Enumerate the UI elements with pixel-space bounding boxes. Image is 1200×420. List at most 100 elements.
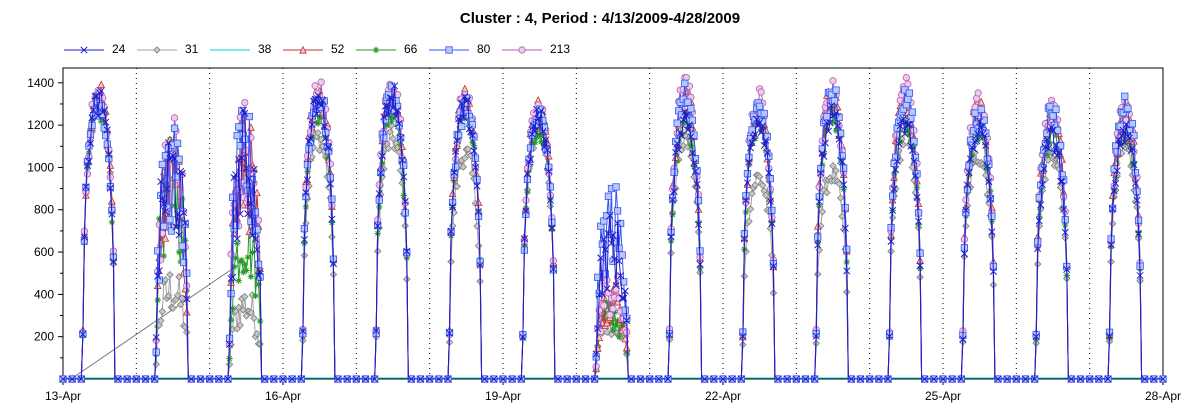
point [1131, 179, 1140, 187]
point [178, 294, 186, 302]
point [481, 375, 489, 383]
point [655, 375, 663, 383]
point [1055, 148, 1063, 156]
point [554, 375, 562, 383]
point [602, 309, 609, 317]
point [1052, 154, 1060, 163]
point [601, 270, 609, 278]
point [748, 126, 756, 134]
point [621, 306, 629, 314]
point [374, 222, 382, 230]
point [1130, 131, 1138, 140]
point [600, 314, 608, 321]
point [114, 375, 122, 383]
point [375, 190, 383, 198]
point [1060, 205, 1068, 213]
point [157, 317, 165, 325]
point [522, 207, 530, 215]
point [543, 146, 551, 154]
point [389, 104, 397, 112]
point [523, 170, 531, 178]
legend-label: 24 [112, 42, 126, 56]
point [546, 183, 554, 191]
point [1133, 187, 1141, 195]
point [691, 167, 700, 175]
point [100, 106, 108, 114]
point [236, 142, 244, 150]
point [459, 113, 467, 121]
chart-title: Cluster : 4, Period : 4/13/2009-4/28/200… [459, 10, 741, 27]
point [476, 261, 484, 269]
point [977, 105, 985, 114]
point [444, 375, 452, 383]
point [1104, 375, 1112, 383]
y-tick-label: 800 [34, 203, 54, 217]
point [866, 375, 874, 383]
point [468, 169, 477, 177]
point [1035, 217, 1043, 225]
point [756, 102, 764, 110]
point [229, 273, 237, 281]
point [166, 215, 174, 224]
point [303, 152, 312, 160]
point [187, 375, 195, 383]
point [684, 126, 692, 134]
point [163, 185, 171, 193]
point [464, 96, 472, 104]
point [966, 155, 975, 163]
point [813, 270, 822, 278]
point [667, 233, 675, 241]
point [762, 191, 770, 200]
point [224, 375, 232, 383]
point [1031, 375, 1039, 383]
point [317, 114, 325, 122]
point [622, 343, 631, 352]
point [105, 150, 113, 159]
point [819, 161, 826, 169]
point [59, 375, 67, 383]
point [701, 375, 709, 383]
point [389, 134, 397, 143]
point [546, 196, 554, 204]
point [615, 333, 623, 341]
point [614, 317, 621, 324]
point [765, 169, 773, 177]
point [907, 142, 915, 150]
point [875, 375, 883, 383]
point [352, 375, 360, 383]
point [445, 329, 454, 337]
point [164, 292, 173, 300]
point [160, 222, 168, 231]
annotation-line [70, 264, 239, 380]
point [751, 130, 759, 139]
point [1035, 194, 1043, 202]
point [469, 139, 476, 146]
point [836, 194, 845, 202]
point [609, 305, 617, 313]
point [325, 144, 333, 152]
point [1113, 167, 1121, 175]
point [792, 375, 800, 383]
point [612, 183, 620, 191]
point [227, 316, 235, 324]
point [611, 308, 618, 316]
point [256, 267, 264, 275]
point [172, 223, 180, 231]
point [91, 92, 99, 100]
point [617, 272, 625, 280]
point [178, 242, 186, 250]
point [100, 124, 108, 132]
point [241, 109, 249, 117]
point [102, 131, 110, 140]
point [1040, 165, 1048, 173]
point [386, 128, 394, 136]
point [621, 287, 629, 295]
point [255, 272, 263, 280]
point [620, 322, 627, 329]
point [888, 192, 897, 200]
point [737, 375, 745, 383]
point [669, 196, 677, 204]
point [760, 109, 768, 118]
